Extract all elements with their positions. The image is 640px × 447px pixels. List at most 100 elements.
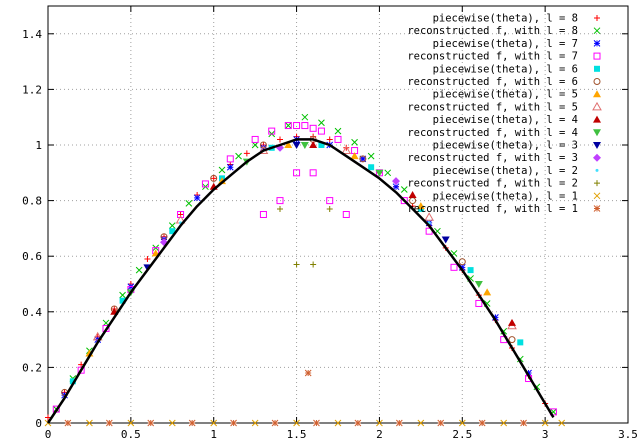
- x-tick-label: 0.5: [121, 428, 141, 441]
- data-point-s7: [350, 152, 359, 160]
- legend-label: piecewise(theta), l = 7: [433, 38, 578, 50]
- legend-marker: [593, 52, 601, 60]
- data-point-s15: [86, 419, 93, 427]
- data-point-s5: [517, 339, 524, 346]
- data-point-s15: [251, 419, 259, 427]
- data-point-s4: [334, 135, 342, 143]
- data-point-s6: [210, 174, 218, 182]
- legend-marker: [594, 65, 600, 72]
- y-tick-label: 0.2: [22, 361, 42, 374]
- legend-label: reconstructed f, with l = 5: [407, 101, 578, 113]
- y-tick-label: 0: [35, 417, 42, 430]
- x-tick-label: 2.5: [452, 428, 472, 441]
- data-point-s9: [508, 318, 516, 326]
- data-point-s2: [334, 127, 342, 135]
- data-point-s15: [558, 419, 566, 427]
- data-point-s15: [127, 419, 135, 427]
- data-point-s1: [277, 136, 283, 143]
- data-point-s4: [259, 211, 267, 218]
- y-tick-label: 0.6: [22, 250, 42, 263]
- data-point-s16: [304, 369, 312, 377]
- data-point-s9: [309, 141, 318, 148]
- legend-label: reconstructed f, with l = 6: [407, 76, 578, 88]
- data-point-s16: [478, 419, 486, 427]
- x-tick-labels: 0 0.5 1 1.5 2 2.5 3 3.5: [45, 428, 638, 441]
- legend-marker: [593, 129, 601, 137]
- data-point-s5: [119, 297, 126, 304]
- data-point-s5: [368, 164, 375, 171]
- data-point-s4: [77, 366, 85, 374]
- data-point-s14: [326, 205, 333, 212]
- data-point-s7: [284, 141, 293, 148]
- data-point-s16: [230, 419, 237, 427]
- data-point-s4: [342, 211, 350, 218]
- data-point-s2: [400, 186, 408, 193]
- legend-label: piecewise(theta), l = 3: [433, 140, 578, 152]
- data-point-s6: [259, 141, 267, 149]
- data-point-s16: [188, 419, 196, 427]
- data-point-s2: [218, 166, 226, 174]
- data-point-s5: [318, 142, 325, 148]
- y-tick-label: 1.4: [22, 28, 42, 41]
- data-point-s6: [359, 155, 367, 163]
- data-point-s9: [408, 191, 417, 199]
- data-point-s3: [359, 155, 367, 163]
- data-point-s1: [210, 175, 217, 182]
- legend-label: reconstructed f, with l = 8: [407, 25, 578, 37]
- data-point-s3: [458, 263, 466, 271]
- data-point-s5: [467, 267, 474, 274]
- data-point-s2: [301, 113, 309, 121]
- data-point-s2: [367, 152, 375, 160]
- legend-label: reconstructed f, with l = 2: [407, 178, 578, 190]
- legend-marker: [593, 192, 601, 200]
- data-point-s2: [235, 152, 242, 160]
- curve-line: [46, 138, 555, 424]
- data-point-s15: [417, 419, 425, 427]
- data-point-s4: [450, 263, 458, 271]
- data-point-s4: [276, 197, 284, 205]
- data-point-s15: [334, 419, 342, 427]
- data-point-s10: [300, 142, 309, 149]
- data-point-s14: [277, 205, 283, 212]
- data-point-s2: [384, 169, 392, 177]
- data-point-s4: [317, 127, 325, 135]
- data-point-s5: [69, 378, 76, 385]
- data-point-s16: [395, 419, 403, 427]
- data-point-s16: [354, 419, 362, 427]
- data-point-s2: [351, 138, 358, 146]
- data-point-s1: [144, 255, 151, 262]
- data-point-s14: [293, 261, 300, 268]
- data-point-s3: [525, 369, 532, 377]
- data-point-s6: [458, 258, 466, 266]
- data-point-s11: [441, 236, 450, 244]
- data-point-s16: [64, 419, 72, 427]
- data-point-s8: [92, 331, 103, 341]
- legend-marker: [594, 180, 600, 187]
- data-point-s4: [177, 211, 185, 218]
- legend-marker: [593, 78, 601, 85]
- legend-label: piecewise(theta), l = 5: [433, 89, 578, 101]
- data-point-s15: [458, 419, 466, 427]
- data-point-s4: [251, 135, 259, 143]
- data-point-s2: [284, 122, 292, 129]
- data-point-s4: [326, 197, 334, 205]
- data-point-s7: [416, 202, 425, 210]
- data-point-s1: [45, 414, 51, 421]
- x-tick-label: 3.5: [618, 428, 638, 441]
- data-point-s15: [168, 419, 176, 427]
- data-point-s3: [193, 194, 201, 202]
- data-point-s3: [226, 163, 234, 171]
- data-point-s4: [475, 299, 483, 307]
- data-point-s10: [474, 281, 483, 288]
- x-tick-label: 2: [376, 428, 383, 441]
- data-point-s15: [541, 419, 549, 427]
- y-tick-label: 1: [35, 139, 42, 152]
- legend-label: piecewise(theta), l = 4: [433, 114, 578, 126]
- grid-lines: [48, 6, 628, 423]
- data-point-s10: [375, 169, 384, 177]
- y-tick-labels: 0 0.2 0.4 0.6 0.8 1 1.2 1.4: [22, 28, 42, 430]
- x-tick-label: 1.5: [287, 428, 307, 441]
- data-point-s2: [168, 222, 176, 229]
